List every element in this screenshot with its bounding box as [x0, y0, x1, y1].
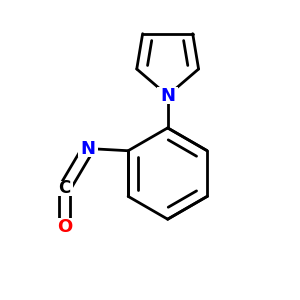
Bar	[78, 140, 98, 158]
Text: O: O	[57, 218, 72, 236]
Bar	[54, 218, 75, 236]
Text: N: N	[81, 140, 96, 158]
Bar	[56, 181, 74, 196]
Bar	[158, 87, 178, 104]
Text: N: N	[160, 86, 175, 104]
Text: C: C	[58, 179, 71, 197]
